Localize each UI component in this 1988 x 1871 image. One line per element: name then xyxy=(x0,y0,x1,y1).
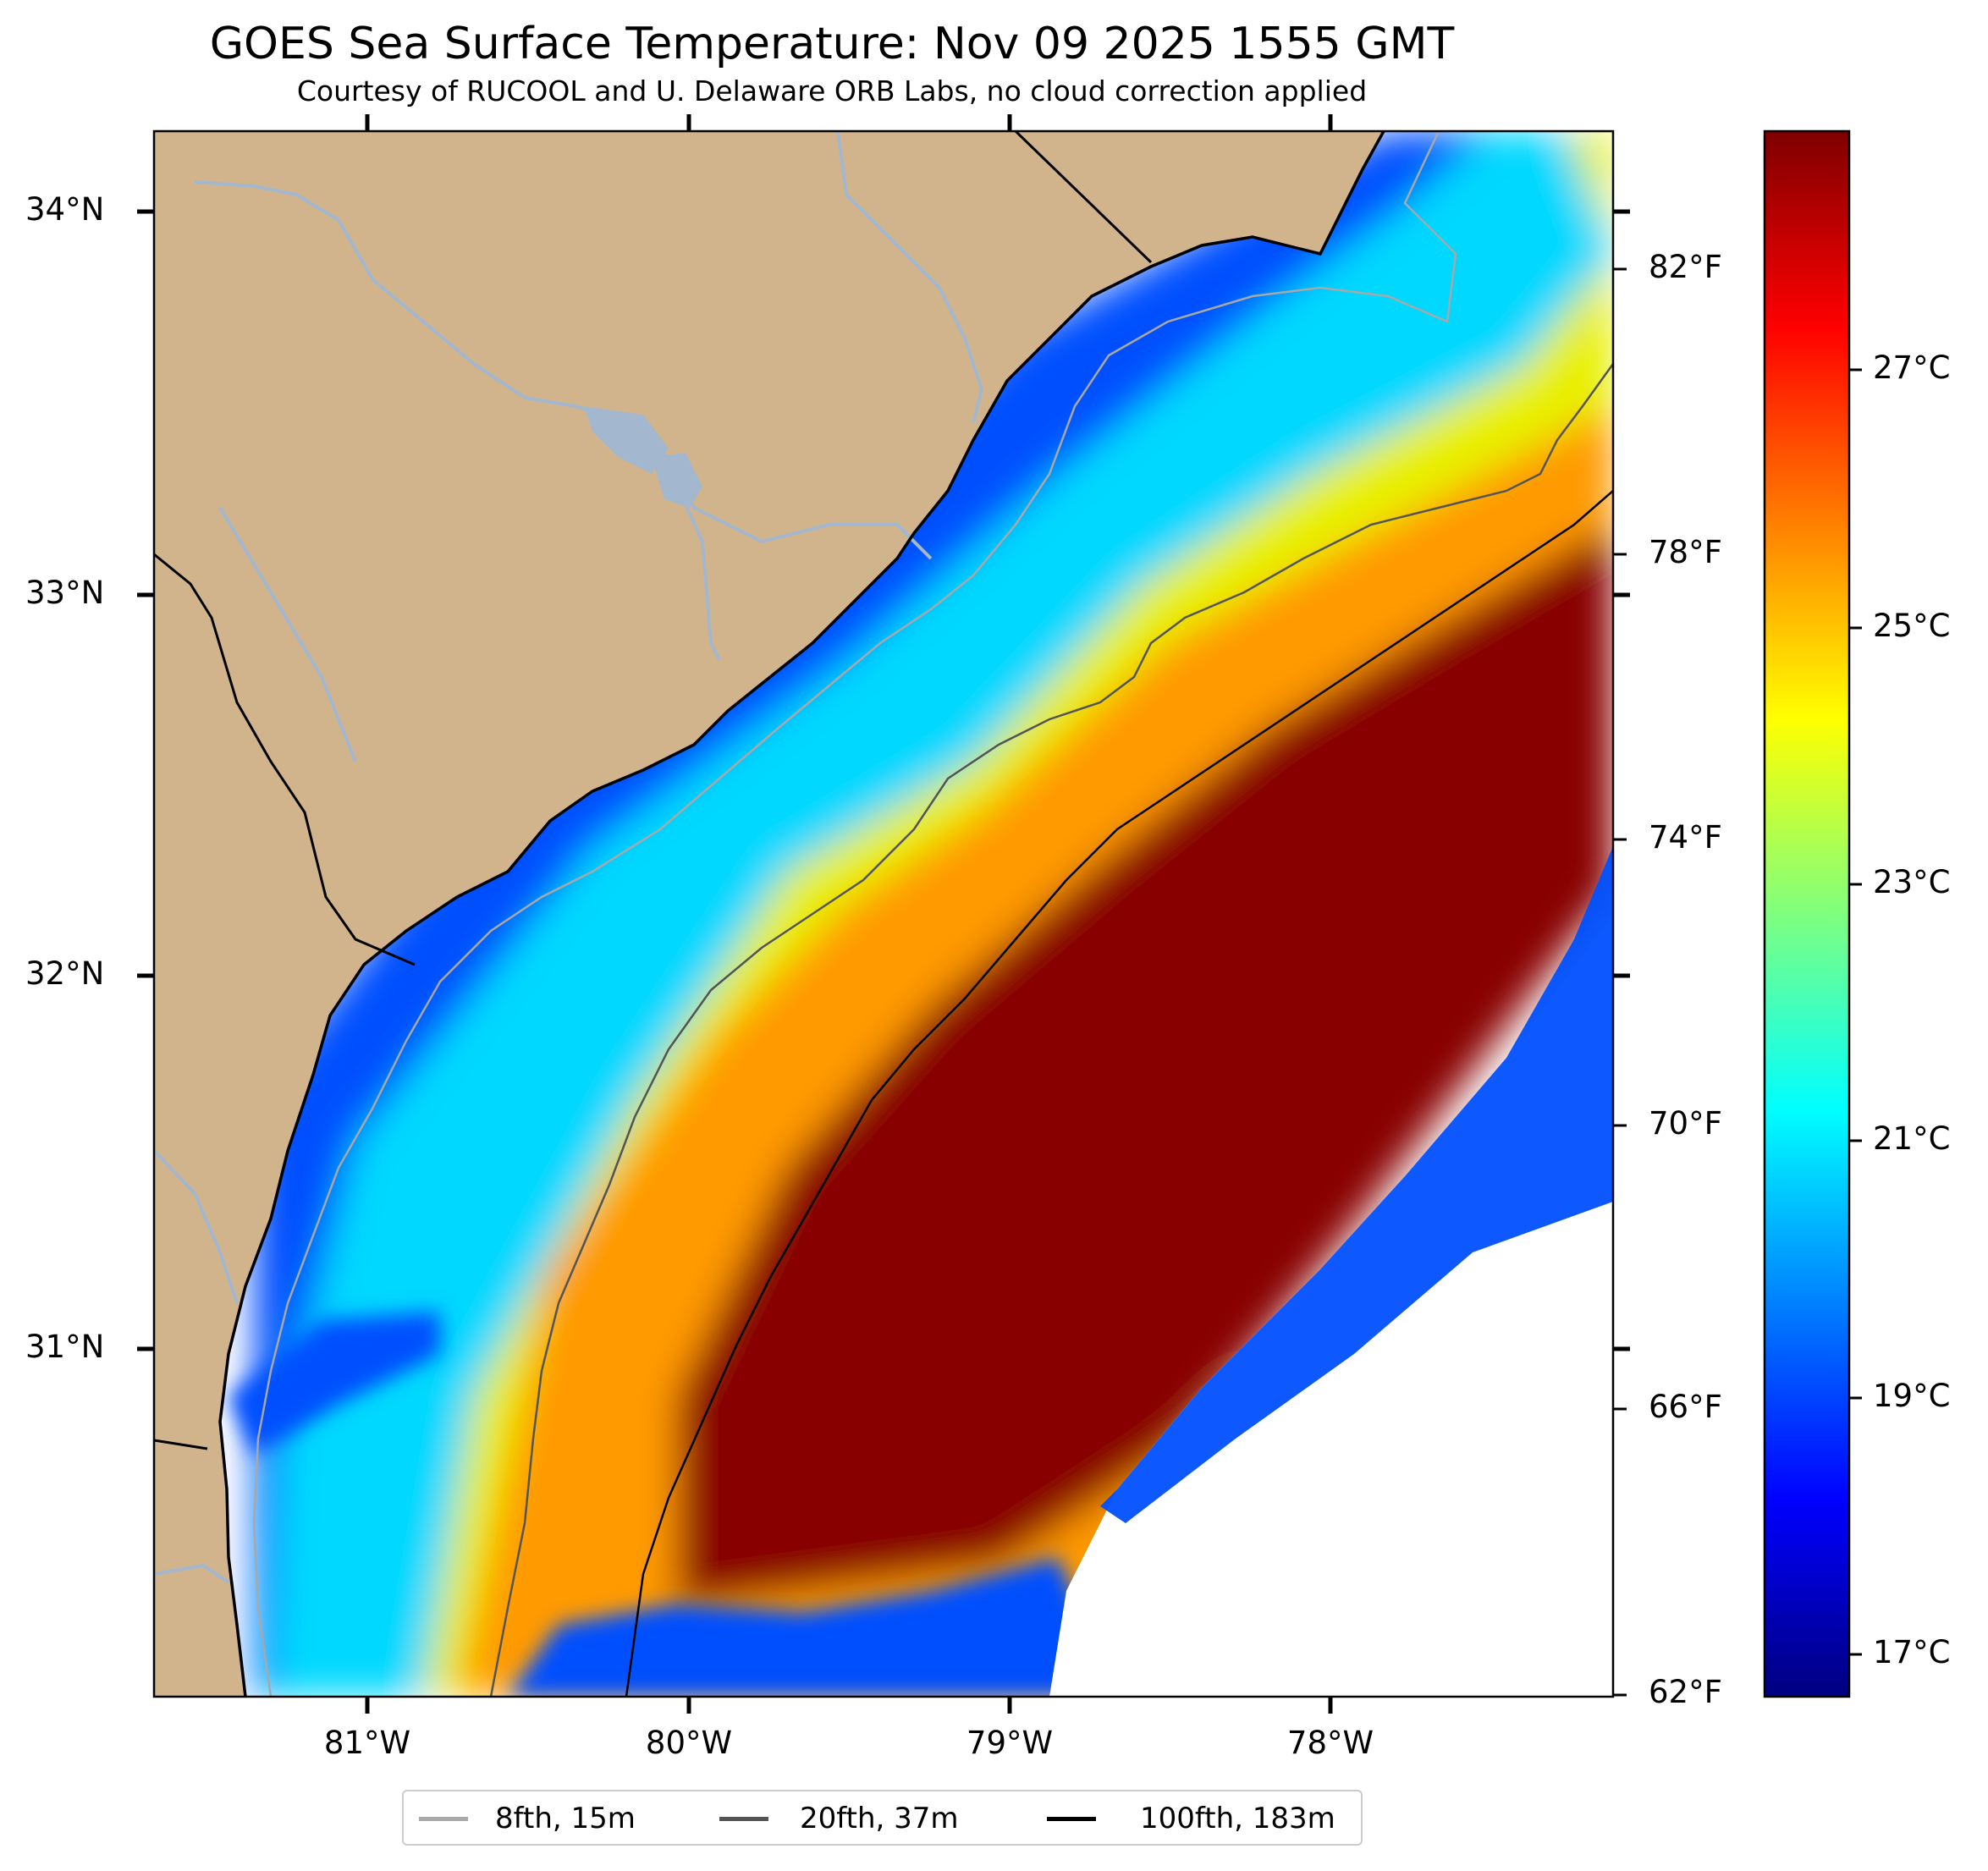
legend-label: 8fth, 15m xyxy=(495,1802,636,1835)
lake-marion xyxy=(584,406,669,474)
coastline xyxy=(218,131,1385,1697)
colorbar-f-label: 70°F xyxy=(1649,1105,1722,1142)
isobath-8fth xyxy=(252,131,1457,1697)
isobath-20fth xyxy=(489,363,1613,1697)
lat-tick-label: 34°N xyxy=(25,191,105,228)
state-borders xyxy=(154,131,1153,1450)
isobath-legend: 8fth, 15m 20fth, 37m 100fth, 183m xyxy=(402,1790,1363,1846)
isobaths xyxy=(252,131,1613,1697)
colorbar-c-label: 23°C xyxy=(1873,864,1951,900)
river-edisto xyxy=(218,506,357,762)
figure-subtitle: Courtesy of RUCOOL and U. Delaware ORB L… xyxy=(296,74,1368,107)
border-sc-ga xyxy=(154,553,416,966)
rivers xyxy=(154,131,984,1584)
lon-tick-label: 78°W xyxy=(1286,1725,1374,1761)
colorbar-ticks xyxy=(1613,267,1862,1697)
colorbar-f-label: 78°F xyxy=(1649,534,1722,570)
border-nc-sc xyxy=(1014,131,1153,264)
lat-ticks xyxy=(137,209,1630,1351)
legend-swatch xyxy=(419,1817,468,1821)
sst-field xyxy=(254,131,1613,1697)
sst-zone-gulfstream xyxy=(677,525,1613,1608)
map-content xyxy=(154,131,1613,1697)
colorbar-f-label: 74°F xyxy=(1649,819,1722,856)
isobath-100fth xyxy=(625,490,1613,1697)
sst-cool-intrusion-south xyxy=(508,1557,1117,1697)
colorbar-c-label: 19°C xyxy=(1873,1378,1951,1414)
map-frame xyxy=(152,129,1615,1698)
colorbar-f-label: 82°F xyxy=(1649,249,1722,285)
river-altamaha xyxy=(154,1563,230,1584)
land xyxy=(154,131,1384,1697)
sst-cool-pocket-north xyxy=(229,1312,440,1456)
border-ga-fl xyxy=(154,1439,208,1450)
lat-tick-label: 33°N xyxy=(25,575,105,611)
colorbar-c-label: 27°C xyxy=(1873,349,1951,386)
lon-ticks xyxy=(365,114,1333,1714)
figure-title: GOES Sea Surface Temperature: Nov 09 202… xyxy=(209,19,1455,69)
river-santee xyxy=(194,180,933,560)
legend-swatch xyxy=(719,1817,768,1821)
colorbar-c-label: 25°C xyxy=(1873,608,1951,644)
legend-swatch xyxy=(1047,1817,1096,1821)
colorbar-f-label: 62°F xyxy=(1649,1674,1722,1710)
cloud-edge-band xyxy=(1100,846,1613,1523)
lon-tick-label: 80°W xyxy=(645,1725,733,1761)
colorbar-f-label: 66°F xyxy=(1649,1389,1722,1425)
legend-label: 20fth, 37m xyxy=(800,1802,959,1835)
colorbar-c-label: 21°C xyxy=(1873,1120,1951,1157)
colorbar-c-label: 17°C xyxy=(1873,1634,1951,1670)
lat-tick-label: 32°N xyxy=(25,955,105,992)
colorbar xyxy=(1763,129,1851,1698)
river-pee-dee xyxy=(836,131,984,424)
cloud-mask-hole xyxy=(1185,1244,1613,1633)
lake-moultrie xyxy=(652,453,702,508)
legend-label: 100fth, 183m xyxy=(1140,1802,1335,1835)
lat-tick-label: 31°N xyxy=(25,1329,105,1365)
lon-tick-label: 79°W xyxy=(966,1725,1054,1761)
lon-tick-label: 81°W xyxy=(323,1725,411,1761)
river-savannah xyxy=(154,1149,239,1304)
